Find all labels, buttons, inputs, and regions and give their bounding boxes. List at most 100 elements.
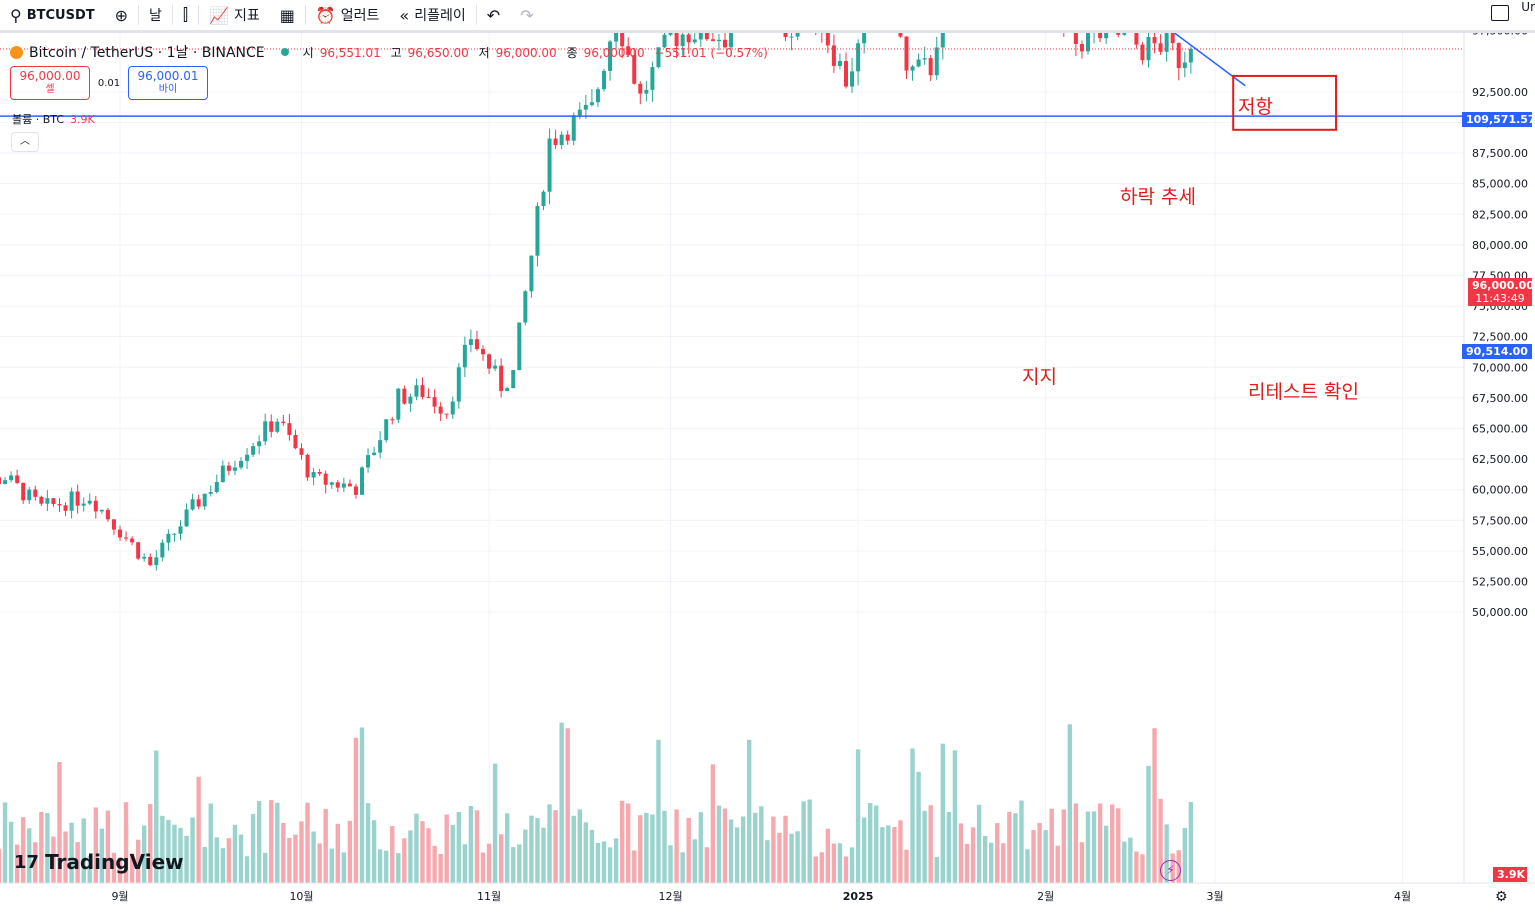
volume-bar xyxy=(849,847,855,883)
price-tick-label: 72,500.00 xyxy=(1472,331,1528,344)
volume-bar xyxy=(650,814,655,883)
tradingview-logo[interactable]: 𝟭𝟳 TradingView xyxy=(14,850,184,874)
candle-body xyxy=(729,33,734,48)
replay-button[interactable]: « 리플레이 xyxy=(389,0,475,30)
indicators-button[interactable]: 📈 지표 xyxy=(199,0,270,30)
undo-icon: ↶ xyxy=(486,5,501,25)
toolbar-divider xyxy=(171,5,173,25)
sell-button[interactable]: 96,000.00 셀 xyxy=(10,66,90,100)
alerts-label: 얼러트 xyxy=(340,8,380,24)
candle-body xyxy=(420,385,425,397)
volume-bar xyxy=(281,822,286,883)
candle-body xyxy=(232,467,237,471)
volume-bar xyxy=(414,813,419,883)
high-label: 고 xyxy=(390,45,402,60)
candle-body xyxy=(862,33,867,44)
volume-bar xyxy=(51,836,56,883)
candle-body xyxy=(408,396,413,404)
volume-bar xyxy=(916,771,921,883)
candle-body xyxy=(626,46,631,56)
volume-bar xyxy=(680,852,685,883)
symbol-search[interactable]: ⚲ BTCUSDT xyxy=(0,0,105,30)
chart-legend: Bitcoin / TetherUS · 1날 · BINANCE 시 96,55… xyxy=(10,42,774,62)
buy-price: 96,000.01 xyxy=(137,69,199,83)
candle-body xyxy=(602,70,606,90)
corner-label: Ur xyxy=(1521,0,1535,14)
volume-bar xyxy=(511,847,516,883)
candle-body xyxy=(166,533,171,543)
volume-bar xyxy=(142,825,147,883)
candle-body xyxy=(910,66,915,71)
candle-body xyxy=(1182,62,1187,69)
volume-bars xyxy=(0,722,1194,883)
candlesticks xyxy=(0,33,1193,571)
volume-bar xyxy=(1110,804,1115,883)
volume-bar xyxy=(238,834,244,883)
toolbar-divider xyxy=(198,5,200,25)
volume-bar xyxy=(910,748,915,883)
volume-bar xyxy=(716,805,722,883)
candle-body xyxy=(928,58,933,76)
volume-legend-label: 볼륨 · BTC xyxy=(12,113,65,126)
candle-body xyxy=(541,191,546,207)
candle-body xyxy=(783,33,788,38)
volume-bar xyxy=(892,826,897,883)
fullscreen-icon[interactable] xyxy=(1491,5,1509,21)
candle-body xyxy=(517,322,522,371)
candle-body xyxy=(450,401,455,415)
candle-body xyxy=(245,454,250,461)
drawing-lines xyxy=(0,33,1464,131)
price-chart[interactable]: 115,000.00112,500.00110,000.00107,500.00… xyxy=(0,33,1535,913)
candle-body xyxy=(1188,48,1193,63)
volume-bar xyxy=(178,827,183,883)
volume-bar xyxy=(390,826,395,883)
time-tick-label: 2월 xyxy=(1037,890,1054,903)
volume-bar xyxy=(33,842,38,883)
volume-bar xyxy=(989,842,994,883)
compare-button[interactable]: ⊕ xyxy=(105,0,138,30)
volume-bar xyxy=(384,850,389,883)
indicators-icon: 📈 xyxy=(209,5,229,25)
interval-button[interactable]: 날 xyxy=(139,0,172,30)
price-tick-label: 87,500.00 xyxy=(1472,147,1528,160)
volume-bar xyxy=(172,824,177,883)
lightning-icon[interactable]: ⚡ xyxy=(1160,860,1181,881)
candle-body xyxy=(444,413,449,415)
candle-body xyxy=(523,291,528,323)
volume-bar xyxy=(190,817,195,883)
settings-icon[interactable]: ⚙ xyxy=(1495,889,1508,905)
candle-body xyxy=(269,421,274,432)
top-toolbar: ⚲ BTCUSDT ⊕ 날 ⫿ 📈 지표 ▦ ⏰ 얼러트 « 리플레이 ↶ ↷ … xyxy=(0,0,1535,33)
candle-body xyxy=(93,500,98,512)
volume-bar xyxy=(250,814,256,883)
candle-body xyxy=(160,542,165,558)
buy-button[interactable]: 96,000.01 바이 xyxy=(128,66,208,100)
candle-body xyxy=(226,465,231,471)
high-value: 고 96,650.00 xyxy=(391,46,469,60)
volume-bar xyxy=(934,856,939,883)
candle-body xyxy=(214,482,219,492)
volume-bar xyxy=(359,727,365,883)
candle-body xyxy=(148,556,153,566)
chart-type-button[interactable]: ⫿ xyxy=(173,0,198,30)
layouts-button[interactable]: ▦ xyxy=(270,0,305,30)
candle-body xyxy=(710,39,715,42)
volume-bar xyxy=(196,776,201,883)
collapse-legend-button[interactable]: ︿ xyxy=(11,132,39,152)
volume-bar xyxy=(269,800,274,883)
volume-legend[interactable]: 볼륨 · BTC 3.9K xyxy=(12,111,95,127)
redo-button[interactable]: ↷ xyxy=(510,0,543,30)
volume-bar xyxy=(317,843,322,883)
volume-bar xyxy=(801,801,806,883)
undo-button[interactable]: ↶ xyxy=(477,0,510,30)
volume-bar xyxy=(656,739,661,883)
volume-bar xyxy=(117,857,123,883)
candle-body xyxy=(1140,44,1145,61)
alerts-button[interactable]: ⏰ 얼러트 xyxy=(306,0,390,30)
plus-circle-icon: ⊕ xyxy=(114,5,129,25)
support-annotation: 지지 xyxy=(1022,366,1057,388)
volume-bar xyxy=(1013,813,1018,883)
volume-bar xyxy=(154,750,159,883)
candle-body xyxy=(39,496,44,504)
volume-bar xyxy=(365,803,371,883)
